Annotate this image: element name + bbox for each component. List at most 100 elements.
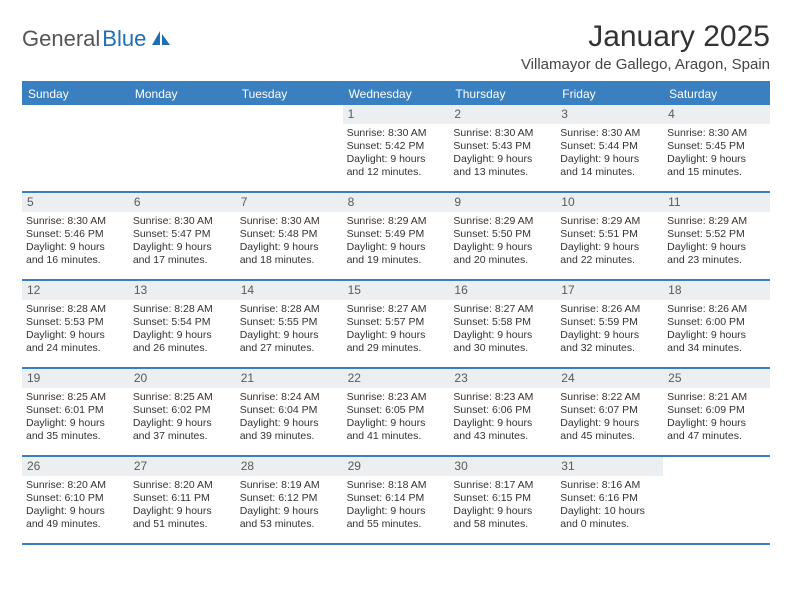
day-details: Sunrise: 8:30 AMSunset: 5:44 PMDaylight:… <box>560 127 659 180</box>
daylight-line-1: Daylight: 9 hours <box>133 505 232 518</box>
daylight-line-1: Daylight: 9 hours <box>453 505 552 518</box>
week-row: 26Sunrise: 8:20 AMSunset: 6:10 PMDayligh… <box>22 457 770 545</box>
day-details: Sunrise: 8:30 AMSunset: 5:47 PMDaylight:… <box>133 215 232 268</box>
daylight-line-2: and 18 minutes. <box>240 254 339 267</box>
sunrise-line: Sunrise: 8:17 AM <box>453 479 552 492</box>
daylight-line-2: and 49 minutes. <box>26 518 125 531</box>
day-cell: 5Sunrise: 8:30 AMSunset: 5:46 PMDaylight… <box>22 193 129 279</box>
sunrise-line: Sunrise: 8:28 AM <box>133 303 232 316</box>
daylight-line-1: Daylight: 9 hours <box>26 329 125 342</box>
day-cell: 29Sunrise: 8:18 AMSunset: 6:14 PMDayligh… <box>343 457 450 543</box>
brand-part2: Blue <box>102 26 146 52</box>
sunrise-line: Sunrise: 8:24 AM <box>240 391 339 404</box>
daylight-line-2: and 12 minutes. <box>347 166 446 179</box>
day-number: 11 <box>663 193 770 212</box>
day-cell: 25Sunrise: 8:21 AMSunset: 6:09 PMDayligh… <box>663 369 770 455</box>
sunset-line: Sunset: 5:45 PM <box>667 140 766 153</box>
sunset-line: Sunset: 5:46 PM <box>26 228 125 241</box>
sunset-line: Sunset: 5:55 PM <box>240 316 339 329</box>
daylight-line-1: Daylight: 9 hours <box>667 329 766 342</box>
sunset-line: Sunset: 5:49 PM <box>347 228 446 241</box>
sunrise-line: Sunrise: 8:30 AM <box>26 215 125 228</box>
daylight-line-2: and 45 minutes. <box>560 430 659 443</box>
day-cell: 30 Sunrise: 8:17 AMSunset: 6:15 PMDayligh… <box>449 457 556 543</box>
day-number: 30 <box>449 457 556 476</box>
daylight-line-1: Daylight: 9 hours <box>667 417 766 430</box>
sunset-line: Sunset: 6:00 PM <box>667 316 766 329</box>
daylight-line-1: Daylight: 9 hours <box>347 241 446 254</box>
sunrise-line: Sunrise: 8:30 AM <box>347 127 446 140</box>
daylight-line-1: Daylight: 9 hours <box>26 417 125 430</box>
daylight-line-2: and 43 minutes. <box>453 430 552 443</box>
day-number: 21 <box>236 369 343 388</box>
sunset-line: Sunset: 6:15 PM <box>453 492 552 505</box>
day-number: 2 <box>449 105 556 124</box>
sunset-line: Sunset: 5:48 PM <box>240 228 339 241</box>
day-details: Sunrise: 8:29 AMSunset: 5:52 PMDaylight:… <box>667 215 766 268</box>
daylight-line-1: Daylight: 9 hours <box>240 241 339 254</box>
week-row: 1Sunrise: 8:30 AMSunset: 5:42 PMDaylight… <box>22 105 770 193</box>
day-details: Sunrise: 8:20 AMSunset: 6:10 PMDaylight:… <box>26 479 125 532</box>
daylight-line-1: Daylight: 9 hours <box>26 241 125 254</box>
day-details: Sunrise: 8:18 AMSunset: 6:14 PMDaylight:… <box>347 479 446 532</box>
day-number: 23 <box>449 369 556 388</box>
sunrise-line: Sunrise: 8:23 AM <box>347 391 446 404</box>
daylight-line-1: Daylight: 9 hours <box>133 329 232 342</box>
day-cell: 10Sunrise: 8:29 AMSunset: 5:51 PMDayligh… <box>556 193 663 279</box>
daylight-line-1: Daylight: 9 hours <box>560 241 659 254</box>
day-cell: 13Sunrise: 8:28 AMSunset: 5:54 PMDayligh… <box>129 281 236 367</box>
day-number: 9 <box>449 193 556 212</box>
sunrise-line: Sunrise: 8:26 AM <box>560 303 659 316</box>
sunrise-line: Sunrise: 8:29 AM <box>560 215 659 228</box>
day-details: Sunrise: 8:26 AMSunset: 5:59 PMDaylight:… <box>560 303 659 356</box>
month-title: January 2025 <box>521 20 770 54</box>
sunrise-line: Sunrise: 8:16 AM <box>560 479 659 492</box>
sunrise-line: Sunrise: 8:30 AM <box>667 127 766 140</box>
weekday-header: Saturday <box>663 83 770 105</box>
daylight-line-1: Daylight: 9 hours <box>347 505 446 518</box>
day-number: 27 <box>129 457 236 476</box>
daylight-line-2: and 19 minutes. <box>347 254 446 267</box>
sunset-line: Sunset: 6:02 PM <box>133 404 232 417</box>
daylight-line-2: and 58 minutes. <box>453 518 552 531</box>
sunrise-line: Sunrise: 8:18 AM <box>347 479 446 492</box>
sunset-line: Sunset: 6:04 PM <box>240 404 339 417</box>
calendar-grid: SundayMondayTuesdayWednesdayThursdayFrid… <box>22 81 770 545</box>
daylight-line-1: Daylight: 9 hours <box>240 505 339 518</box>
day-cell: 11 Sunrise: 8:29 AMSunset: 5:52 PMDayligh… <box>663 193 770 279</box>
day-number: 3 <box>556 105 663 124</box>
sunset-line: Sunset: 6:10 PM <box>26 492 125 505</box>
sunset-line: Sunset: 6:09 PM <box>667 404 766 417</box>
day-cell: 7Sunrise: 8:30 AMSunset: 5:48 PMDaylight… <box>236 193 343 279</box>
day-details: Sunrise: 8:25 AMSunset: 6:02 PMDaylight:… <box>133 391 232 444</box>
day-details: Sunrise: 8:26 AMSunset: 6:00 PMDaylight:… <box>667 303 766 356</box>
sunset-line: Sunset: 5:58 PM <box>453 316 552 329</box>
day-cell: 26Sunrise: 8:20 AMSunset: 6:10 PMDayligh… <box>22 457 129 543</box>
brand-part1: General <box>22 26 100 52</box>
sunset-line: Sunset: 5:59 PM <box>560 316 659 329</box>
day-number: 10 <box>556 193 663 212</box>
weekday-header: Friday <box>556 83 663 105</box>
day-details: Sunrise: 8:30 AMSunset: 5:42 PMDaylight:… <box>347 127 446 180</box>
weekday-header: Tuesday <box>236 83 343 105</box>
sunrise-line: Sunrise: 8:21 AM <box>667 391 766 404</box>
sunrise-line: Sunrise: 8:25 AM <box>26 391 125 404</box>
day-number: 31 <box>556 457 663 476</box>
day-details: Sunrise: 8:30 AMSunset: 5:46 PMDaylight:… <box>26 215 125 268</box>
daylight-line-2: and 34 minutes. <box>667 342 766 355</box>
daylight-line-2: and 13 minutes. <box>453 166 552 179</box>
daylight-line-1: Daylight: 9 hours <box>347 153 446 166</box>
daylight-line-2: and 24 minutes. <box>26 342 125 355</box>
day-number: 12 <box>22 281 129 300</box>
sunset-line: Sunset: 5:44 PM <box>560 140 659 153</box>
empty-day-cell <box>663 457 770 543</box>
day-details: Sunrise: 8:16 AMSunset: 6:16 PMDaylight:… <box>560 479 659 532</box>
daylight-line-1: Daylight: 9 hours <box>133 241 232 254</box>
daylight-line-2: and 27 minutes. <box>240 342 339 355</box>
day-cell: 1Sunrise: 8:30 AMSunset: 5:42 PMDaylight… <box>343 105 450 191</box>
day-details: Sunrise: 8:19 AMSunset: 6:12 PMDaylight:… <box>240 479 339 532</box>
day-cell: 9Sunrise: 8:29 AMSunset: 5:50 PMDaylight… <box>449 193 556 279</box>
day-cell: 21Sunrise: 8:24 AMSunset: 6:04 PMDayligh… <box>236 369 343 455</box>
day-number: 4 <box>663 105 770 124</box>
day-cell: 19Sunrise: 8:25 AMSunset: 6:01 PMDayligh… <box>22 369 129 455</box>
